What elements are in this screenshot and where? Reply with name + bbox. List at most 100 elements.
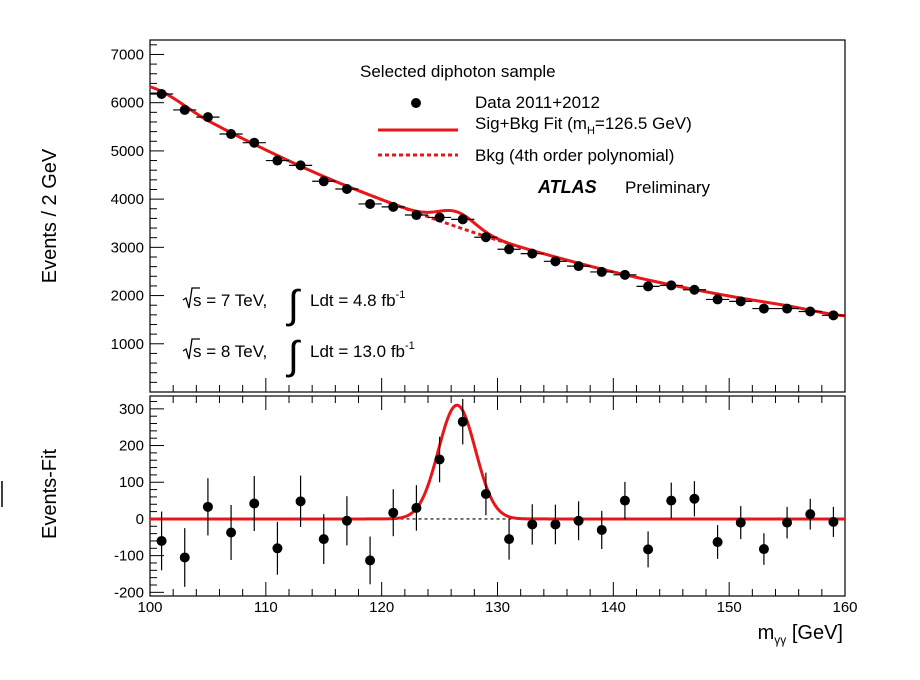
y-tick-label: 6000 xyxy=(111,95,144,112)
x-tick-label: 160 xyxy=(832,599,857,616)
y-tick-label: 4000 xyxy=(111,191,144,208)
legend-header: Selected diphoton sample xyxy=(360,62,556,81)
lumi-int-8: Ldt = 13.0 fb-1 xyxy=(310,340,415,361)
legend-bkg-label: Bkg (4th order polynomial) xyxy=(475,146,674,165)
main-data-points xyxy=(150,89,845,321)
residual-point xyxy=(596,524,607,535)
residual-point xyxy=(666,495,677,506)
legend-data-label: Data 2011+2012 xyxy=(475,93,600,112)
x-tick-label: 130 xyxy=(485,599,510,616)
y-tick-label: 1000 xyxy=(111,336,144,353)
residual-point xyxy=(179,552,190,563)
residual-y-axis-title: Events-Fit xyxy=(39,449,61,539)
data-point xyxy=(249,137,260,148)
data-point xyxy=(712,294,723,305)
status-label: Preliminary xyxy=(625,178,711,197)
residual-point xyxy=(504,534,515,545)
lumi-7tev: s = 7 TeV, ∫ Ldt = 4.8 fb-1 xyxy=(182,283,405,327)
residual-point xyxy=(318,534,329,545)
data-point xyxy=(365,198,376,209)
data-point xyxy=(156,89,167,100)
data-point xyxy=(689,284,700,295)
data-point xyxy=(179,104,190,115)
residual-point xyxy=(202,501,213,512)
residual-point xyxy=(527,519,538,530)
x-tick-label: 140 xyxy=(601,599,626,616)
data-point xyxy=(596,266,607,277)
x-axis: 100 110 120 130 140 150 160 xyxy=(137,378,858,616)
data-point xyxy=(758,303,769,314)
residual-point xyxy=(480,488,491,499)
residual-point xyxy=(735,517,746,528)
data-point xyxy=(388,201,399,212)
y-tick-label: 100 xyxy=(119,474,144,491)
residual-point xyxy=(573,515,584,526)
data-point xyxy=(411,210,422,221)
data-point xyxy=(272,155,283,166)
y-tick-label: -100 xyxy=(114,548,144,565)
y-tick-label: 0 xyxy=(136,511,144,528)
main-y-axis: 1000 2000 3000 4000 5000 6000 7000 xyxy=(111,44,164,393)
y-tick-label: 3000 xyxy=(111,239,144,256)
y-tick-label: 7000 xyxy=(111,46,144,63)
lumi-energy-8: s = 8 TeV, xyxy=(193,342,267,361)
x-tick-label: 150 xyxy=(717,599,742,616)
signal-plus-background-curve xyxy=(149,85,846,318)
integral-symbol: ∫ xyxy=(286,283,302,327)
residual-point xyxy=(434,454,445,465)
data-point xyxy=(828,310,839,321)
residual-signal-curve xyxy=(150,403,845,521)
x-tick-label: 120 xyxy=(369,599,394,616)
residual-point xyxy=(689,493,700,504)
residual-point xyxy=(249,498,260,509)
data-point xyxy=(480,232,491,243)
x-axis-title: mγγ [GeV] xyxy=(758,622,843,647)
residual-point xyxy=(156,535,167,546)
data-point xyxy=(550,256,561,267)
y-tick-label: 300 xyxy=(119,401,144,418)
legend: Selected diphoton sample Data 2011+2012 … xyxy=(360,62,711,197)
residual-point xyxy=(295,496,306,507)
residual-data-points xyxy=(156,398,839,587)
data-point xyxy=(735,296,746,307)
data-point xyxy=(434,212,445,223)
sqrt-symbol xyxy=(182,287,200,309)
lumi-energy-7: s = 7 TeV, xyxy=(193,291,267,310)
data-point xyxy=(341,183,352,194)
y-tick-label: 200 xyxy=(119,438,144,455)
data-point xyxy=(527,248,538,259)
residual-point xyxy=(457,416,468,427)
data-point xyxy=(643,281,654,292)
data-point xyxy=(619,269,630,280)
residual-y-axis: -200 -100 0 100 200 300 xyxy=(114,401,164,601)
residual-point xyxy=(643,544,654,555)
residual-point xyxy=(272,543,283,554)
residual-point xyxy=(388,507,399,518)
legend-data-marker xyxy=(411,98,421,108)
residual-point xyxy=(226,527,237,538)
residual-point xyxy=(550,519,561,530)
main-y-axis-title: Events / 2 GeV xyxy=(39,148,61,283)
legend-fit-label: Sig+Bkg Fit (mH=126.5 GeV) xyxy=(475,114,692,137)
data-point xyxy=(782,303,793,314)
experiment-label: ATLAS xyxy=(537,177,597,197)
y-tick-label: 5000 xyxy=(111,143,144,160)
y-tick-label: 2000 xyxy=(111,288,144,305)
residual-point xyxy=(805,509,816,520)
data-point xyxy=(805,306,816,317)
data-point xyxy=(295,160,306,171)
residual-point xyxy=(341,515,352,526)
lumi-8tev: s = 8 TeV, ∫ Ldt = 13.0 fb-1 xyxy=(182,334,415,378)
y-tick-label: -200 xyxy=(114,584,144,601)
sqrt-symbol xyxy=(182,338,200,360)
data-point xyxy=(573,261,584,272)
lumi-int-7: Ldt = 4.8 fb-1 xyxy=(310,289,405,310)
residual-point xyxy=(365,555,376,566)
residual-point xyxy=(712,537,723,548)
data-point xyxy=(318,176,329,187)
x-tick-label: 100 xyxy=(137,599,162,616)
x-tick-label: 110 xyxy=(254,599,278,616)
data-point xyxy=(666,280,677,291)
residual-point xyxy=(758,544,769,555)
